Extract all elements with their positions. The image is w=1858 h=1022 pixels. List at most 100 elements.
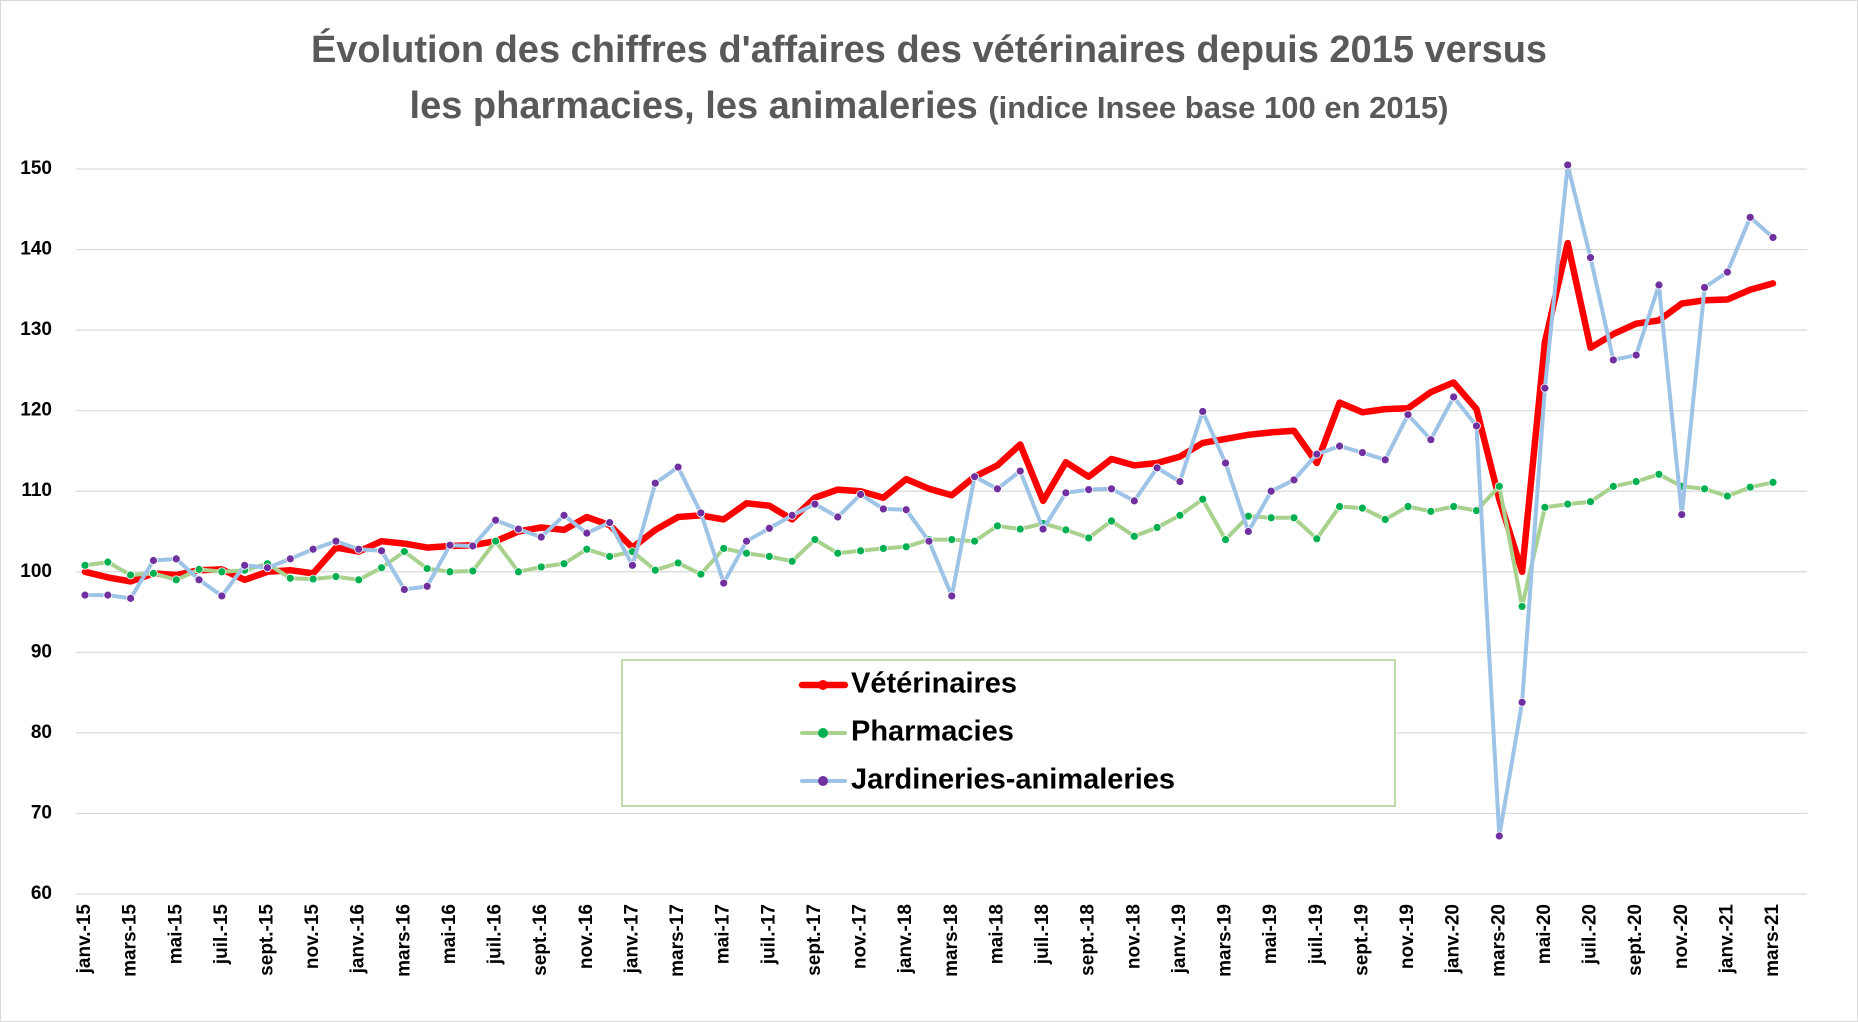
legend-box	[621, 659, 1396, 807]
y-tick-label: 120	[20, 400, 52, 421]
y-tick-label: 70	[31, 802, 52, 823]
x-tick-label: mars-17	[667, 904, 688, 977]
data-point	[1768, 477, 1778, 487]
data-point	[1107, 484, 1116, 494]
data-point	[1152, 523, 1162, 532]
data-point	[696, 508, 706, 518]
data-point	[491, 515, 500, 525]
data-point	[1221, 535, 1230, 544]
data-point	[1312, 449, 1322, 459]
data-point	[1289, 475, 1299, 485]
x-tick-label: nov.-16	[576, 904, 597, 969]
x-tick-label: sept.-18	[1078, 904, 1099, 976]
data-point	[1015, 524, 1025, 534]
chart-title: Évolution des chiffres d'affaires des vé…	[310, 29, 1548, 127]
data-point	[1358, 503, 1367, 513]
x-tick-label: juil.-19	[1306, 904, 1327, 965]
data-point	[696, 569, 706, 579]
data-point	[1540, 383, 1550, 393]
data-point	[1654, 280, 1664, 290]
data-point	[1608, 481, 1618, 491]
data-point	[810, 499, 820, 509]
data-point	[308, 544, 318, 554]
data-point	[445, 567, 455, 577]
data-point	[1107, 516, 1116, 526]
x-tick-label: juil.-17	[758, 904, 779, 965]
x-tick-label: janv.-19	[1169, 904, 1190, 974]
data-point	[719, 544, 729, 553]
x-tick-label: juil.-15	[211, 904, 232, 966]
data-point	[878, 544, 888, 553]
data-point	[1517, 602, 1527, 611]
data-point	[377, 563, 386, 573]
data-point	[833, 512, 843, 522]
x-tick-label: janv.-16	[348, 904, 369, 974]
title-block: Évolution des chiffres d'affaires des vé…	[0, 22, 1858, 136]
x-tick-label: nov.-19	[1397, 904, 1418, 969]
data-point	[149, 556, 158, 565]
data-point	[399, 585, 409, 594]
data-point	[171, 554, 181, 564]
x-tick-label: mai-18	[986, 904, 1007, 964]
data-point	[1677, 510, 1687, 519]
data-point	[422, 581, 432, 591]
data-point	[80, 590, 90, 600]
data-point	[1608, 355, 1618, 365]
x-tick-label: mars-20	[1488, 904, 1509, 977]
data-point	[171, 575, 181, 585]
data-point	[1563, 499, 1573, 509]
data-point	[514, 567, 523, 577]
data-point	[422, 564, 432, 573]
x-tick-label: juil.-16	[485, 904, 506, 965]
data-point	[1358, 448, 1367, 457]
x-tick-label: sept.-17	[804, 904, 825, 976]
x-tick-label: nov.-17	[850, 904, 871, 969]
data-point	[650, 478, 660, 488]
data-point	[764, 552, 774, 561]
data-point	[1586, 253, 1595, 263]
x-tick-label: juil.-18	[1032, 904, 1053, 965]
data-point	[947, 591, 957, 601]
x-tick-label: sept.-16	[530, 904, 551, 976]
data-point	[514, 524, 523, 534]
data-point	[103, 590, 113, 600]
data-point	[1380, 455, 1390, 465]
data-point	[354, 575, 364, 585]
data-point	[1084, 485, 1094, 495]
data-point	[1449, 502, 1459, 511]
data-point	[445, 540, 455, 550]
data-point	[1700, 484, 1709, 494]
data-point	[1198, 407, 1208, 416]
data-point	[970, 536, 980, 546]
data-point	[1289, 513, 1299, 523]
x-tick-label: nov.-20	[1671, 904, 1692, 969]
x-tick-label: sept.-20	[1625, 904, 1646, 976]
data-point	[924, 536, 934, 546]
data-point	[605, 518, 615, 528]
data-point	[559, 559, 569, 569]
data-point	[1335, 502, 1344, 511]
data-point	[1129, 496, 1139, 506]
x-tick-label: janv.-15	[74, 904, 95, 975]
data-point	[80, 560, 90, 570]
data-point	[103, 557, 113, 567]
data-point	[742, 536, 751, 546]
x-tick-label: sept.-15	[257, 904, 278, 976]
data-point	[1745, 212, 1755, 222]
x-tick-label: janv.-18	[895, 904, 916, 974]
data-point	[856, 490, 865, 499]
data-point	[1198, 494, 1208, 504]
x-tick-label: mars-19	[1215, 904, 1236, 977]
data-point	[1586, 497, 1595, 507]
data-point	[399, 547, 409, 557]
data-point	[1494, 831, 1504, 841]
data-point	[993, 484, 1002, 494]
data-point	[1015, 466, 1025, 476]
data-point	[1312, 534, 1322, 544]
data-point	[1700, 283, 1709, 292]
legend-label: Vétérinaires	[851, 668, 1017, 700]
data-point	[628, 560, 637, 570]
chart-subtitle: (indice Insee base 100 en 2015)	[988, 90, 1449, 125]
data-point	[1243, 527, 1253, 536]
